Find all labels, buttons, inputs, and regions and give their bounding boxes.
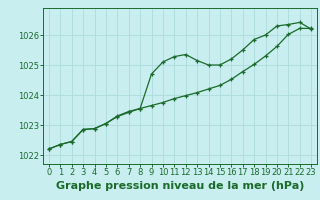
X-axis label: Graphe pression niveau de la mer (hPa): Graphe pression niveau de la mer (hPa) <box>56 181 304 191</box>
